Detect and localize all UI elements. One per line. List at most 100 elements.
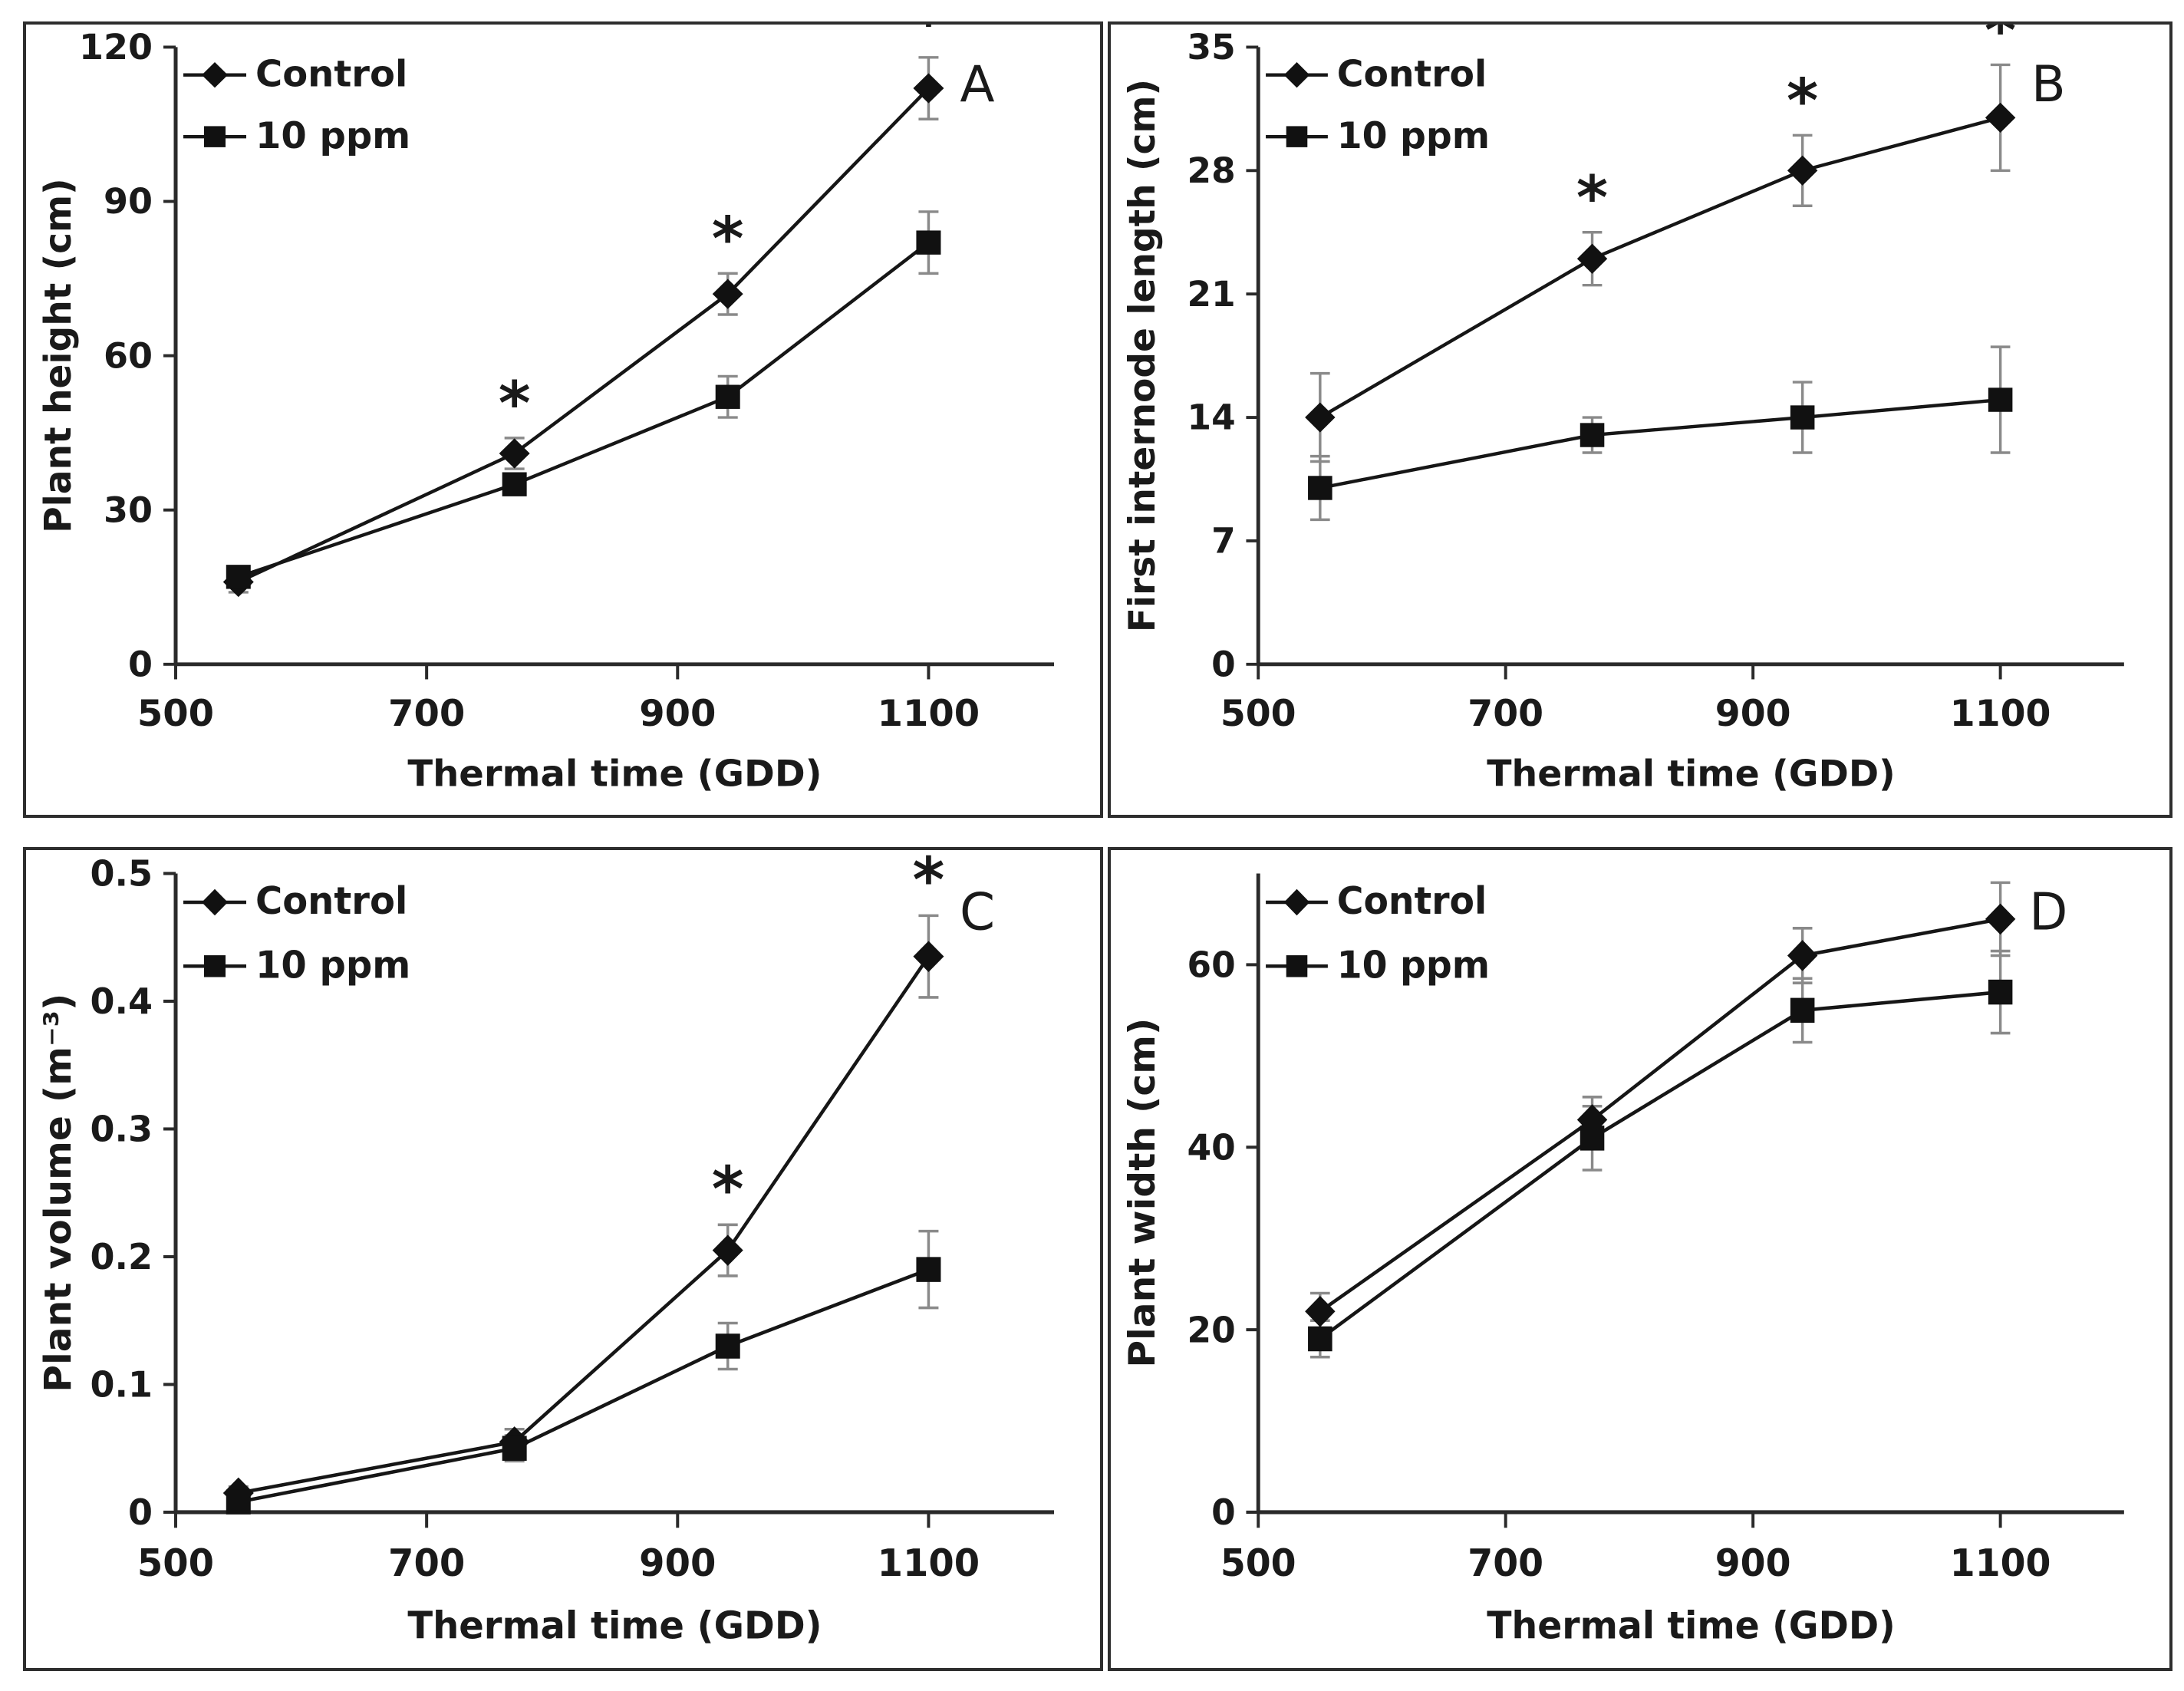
legend-label: 10 ppm [1337, 944, 1490, 987]
series-line-10-ppm [238, 1267, 930, 1504]
panel-letter: D [2029, 882, 2067, 942]
significance-asterisk: * [712, 1153, 744, 1226]
legend-label: Control [1337, 54, 1487, 96]
chart-c: 0 0.1 0.2 0.3 0.4 0.5 500 700 900 1100 Thermal tim… [37, 850, 1054, 1648]
series-line-10-ppm [1319, 990, 2001, 1340]
y-tick-label: 0 [1211, 1492, 1236, 1534]
significance-asterisk: * [913, 25, 945, 58]
legend-square-marker [1286, 955, 1308, 977]
diamond-marker [1305, 1296, 1336, 1327]
series-line-10-ppm [1319, 397, 2001, 490]
y-tick-label: 21 [1188, 274, 1236, 315]
x-axis-title: Thermal time (GDD) [1487, 753, 1896, 796]
x-axis-title: Thermal time (GDD) [407, 753, 822, 795]
y-tick-label: 0 [128, 644, 153, 684]
y-tick-label: 40 [1188, 1126, 1236, 1169]
x-tick-label: 500 [1220, 693, 1296, 735]
y-axis-title: First internode length (cm) [1122, 79, 1164, 632]
square-marker [715, 384, 740, 409]
diamond-marker [913, 73, 944, 104]
legend-label: 10 ppm [1337, 115, 1490, 157]
series-line-control [1319, 116, 2001, 419]
x-tick-label: 900 [1715, 1542, 1791, 1586]
x-tick-label: 1100 [878, 1542, 980, 1585]
x-tick-label: 700 [388, 1542, 465, 1585]
panel-d: 0 20 40 60 500 700 900 1100 Thermal time (GDD) Pl… [1108, 847, 2172, 1671]
x-tick-label: 700 [1468, 693, 1543, 735]
square-marker [715, 1333, 740, 1359]
legend-square-marker [1286, 126, 1308, 147]
square-marker [1308, 476, 1332, 500]
x-axis-title: Thermal time (GDD) [1487, 1604, 1895, 1648]
y-tick-label: 30 [104, 490, 153, 530]
diamond-marker [1985, 102, 2016, 133]
y-tick-label: 90 [104, 182, 153, 222]
x-tick-label: 700 [388, 694, 465, 735]
diamond-marker [1305, 402, 1336, 433]
y-axis-title: Plant height (cm) [38, 178, 81, 532]
square-marker [226, 1489, 251, 1515]
square-marker [1580, 1126, 1605, 1151]
x-tick-label: 900 [639, 1542, 716, 1585]
x-tick-label: 1100 [878, 694, 980, 735]
panel-letter: B [2031, 56, 2066, 114]
diamond-marker [1787, 155, 1818, 186]
y-tick-label: 35 [1188, 27, 1236, 68]
significance-asterisk: * [499, 368, 531, 439]
panel-letter: A [960, 56, 994, 114]
x-tick-label: 500 [137, 694, 214, 735]
panel-b: 0 7 14 21 28 35 500 700 900 1100 Thermal time (GDD… [1108, 21, 2172, 818]
significance-asterisk: * [913, 850, 945, 917]
legend-label: 10 ppm [255, 115, 410, 157]
diamond-marker [913, 941, 944, 972]
square-marker [916, 1257, 941, 1282]
significance-asterisk: * [712, 203, 744, 274]
x-tick-label: 500 [1220, 1542, 1296, 1586]
series-line-control [237, 87, 931, 584]
panel-letter: C [960, 882, 995, 942]
y-tick-label: 0 [1211, 644, 1236, 685]
y-tick-label: 20 [1188, 1309, 1236, 1351]
legend-label: Control [1337, 880, 1487, 924]
y-axis-title: Plant width (cm) [1122, 1018, 1164, 1368]
y-tick-label: 0.5 [91, 852, 153, 894]
panel-a: 0 30 60 90 120 500 700 900 1100 Thermal time (GDD… [23, 21, 1103, 818]
square-marker [1580, 423, 1605, 447]
legend-square-marker [204, 955, 226, 977]
y-tick-label: 60 [104, 336, 153, 376]
y-tick-label: 0.4 [91, 981, 153, 1022]
panel-c: 0 0.1 0.2 0.3 0.4 0.5 500 700 900 1100 Thermal tim… [23, 847, 1103, 1671]
legend-diamond-marker [1283, 888, 1310, 916]
diamond-marker [1787, 940, 1818, 971]
y-axis-title: Plant volume (m⁻³) [37, 994, 80, 1393]
legend-diamond-marker [202, 888, 228, 916]
x-tick-label: 900 [639, 694, 716, 735]
series-line-control [1319, 917, 2001, 1314]
y-tick-label: 0.3 [91, 1108, 153, 1149]
x-tick-label: 900 [1715, 693, 1791, 735]
diamond-marker [499, 438, 530, 469]
legend-label: Control [255, 880, 407, 923]
square-marker [502, 1436, 527, 1461]
square-marker [1988, 387, 2013, 412]
square-marker [1790, 405, 1815, 430]
y-tick-label: 28 [1188, 150, 1236, 191]
diamond-marker [1576, 243, 1608, 274]
legend-diamond-marker [1283, 62, 1310, 88]
y-tick-label: 60 [1188, 944, 1236, 986]
significance-asterisk: * [1985, 25, 2016, 66]
diamond-marker [1985, 903, 2016, 935]
x-tick-label: 1100 [1950, 1542, 2051, 1586]
legend-diamond-marker [202, 62, 228, 88]
chart-b: 0 7 14 21 28 35 500 700 900 1100 Thermal time (GDD… [1122, 25, 2124, 796]
square-marker [1988, 979, 2013, 1005]
square-marker [1308, 1326, 1332, 1352]
significance-asterisk: * [1787, 66, 1818, 137]
x-tick-label: 700 [1468, 1542, 1543, 1586]
y-tick-label: 14 [1188, 397, 1236, 438]
y-tick-label: 0.2 [91, 1236, 153, 1277]
square-marker [502, 472, 527, 496]
x-axis-title: Thermal time (GDD) [407, 1604, 822, 1647]
y-tick-label: 0 [128, 1492, 153, 1533]
x-tick-label: 500 [137, 1542, 214, 1585]
